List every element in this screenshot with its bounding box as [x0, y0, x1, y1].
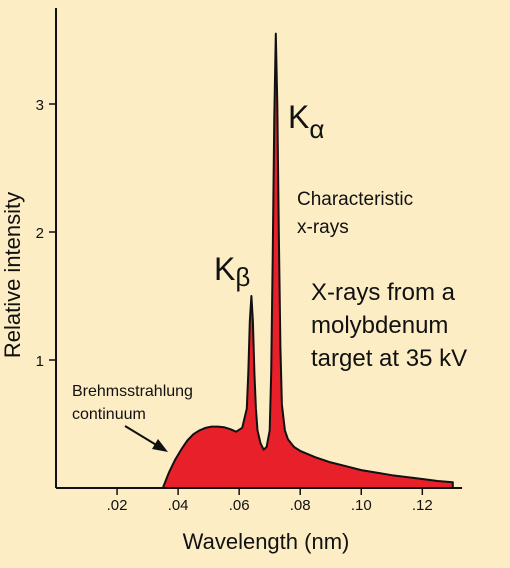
x-tick-label: .08 — [290, 497, 311, 514]
x-tick-label: .10 — [351, 497, 372, 514]
note-line3: target at 35 kV — [311, 345, 467, 372]
x-ticks: .02 .04 .06 .08 .10 .12 — [107, 488, 433, 514]
continuum-arrow-shaft — [124, 425, 159, 447]
continuum-label: Brehmsstrahlung continuum — [72, 383, 197, 423]
continuum-line1: Brehmsstrahlung — [72, 383, 193, 400]
x-tick-label: .12 — [412, 497, 433, 514]
y-ticks: 1 2 3 — [36, 97, 56, 370]
k-beta-label: Kβ — [214, 251, 250, 292]
characteristic-line1: Characteristic — [297, 189, 413, 210]
continuum-arrow-head — [152, 439, 168, 452]
continuum-line2: continuum — [72, 406, 146, 423]
x-tick-label: .06 — [229, 497, 250, 514]
x-tick-label: .04 — [168, 497, 189, 514]
note-line2: molybdenum — [311, 312, 448, 339]
k-beta-base: K — [214, 251, 235, 287]
k-alpha-base: K — [288, 99, 309, 135]
k-beta-sub: β — [235, 262, 250, 292]
y-tick-label: 2 — [36, 225, 44, 242]
note-line1: X-rays from a — [311, 279, 456, 306]
spectrum-area — [161, 32, 454, 489]
k-alpha-sub: α — [309, 114, 324, 144]
x-tick-label: .02 — [107, 497, 128, 514]
k-alpha-label: Kα — [288, 99, 324, 144]
y-axis-title: Relative intensity — [0, 192, 25, 358]
y-tick-label: 1 — [36, 353, 44, 370]
characteristic-label: Characteristic x-rays — [297, 189, 418, 238]
x-axis-title: Wavelength (nm) — [183, 529, 350, 554]
y-tick-label: 3 — [36, 97, 44, 114]
target-note: X-rays from a molybdenum target at 35 kV — [311, 279, 467, 372]
characteristic-line2: x-rays — [297, 217, 349, 238]
